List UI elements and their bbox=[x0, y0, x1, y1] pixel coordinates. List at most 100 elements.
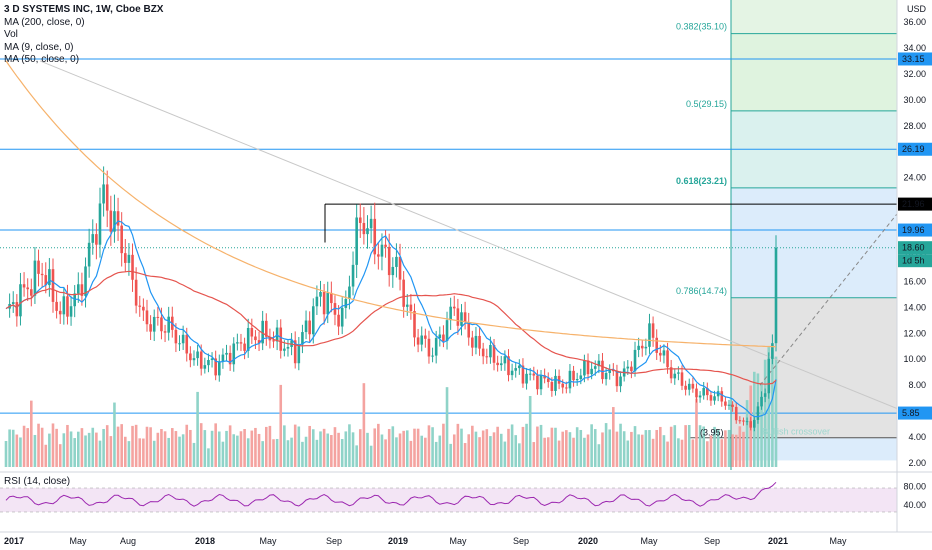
candle-body bbox=[189, 353, 192, 361]
volume-bar bbox=[774, 356, 778, 467]
volume-bar bbox=[398, 433, 402, 467]
candle-body bbox=[77, 284, 80, 294]
volume-bar bbox=[677, 438, 680, 467]
candle-body bbox=[677, 372, 680, 374]
volume-bar bbox=[503, 441, 507, 467]
low-annotation: (3.95) bbox=[700, 428, 724, 438]
legend-ma50[interactable]: MA (50, close, 0) bbox=[4, 54, 80, 65]
candle-body bbox=[767, 358, 771, 394]
candle-body bbox=[322, 292, 326, 315]
candle-body bbox=[601, 360, 604, 380]
candle-body bbox=[167, 316, 170, 333]
volume-bar bbox=[771, 350, 774, 467]
legend-ma9[interactable]: MA (9, close, 0) bbox=[4, 41, 74, 53]
volume-bar bbox=[344, 431, 348, 467]
volume-bar bbox=[26, 428, 29, 467]
crossover-annotation: Bullish crossover bbox=[762, 426, 830, 436]
candle-body bbox=[315, 296, 319, 307]
candle-body bbox=[413, 311, 416, 338]
candle-body bbox=[196, 351, 199, 359]
projection-line bbox=[759, 213, 898, 386]
candle-body bbox=[330, 292, 333, 304]
volume-bar bbox=[366, 432, 369, 467]
legend-vol[interactable]: Vol bbox=[4, 29, 18, 40]
volume-bar bbox=[138, 438, 142, 467]
volume-bar bbox=[727, 429, 731, 467]
candle-body bbox=[416, 337, 420, 345]
volume-bar bbox=[449, 443, 452, 467]
volume-bar bbox=[203, 430, 207, 467]
candle-body bbox=[420, 335, 424, 345]
candle-body bbox=[11, 302, 15, 304]
volume-bar bbox=[340, 439, 344, 467]
volume-bar bbox=[44, 444, 48, 467]
price-badge-label: 1d 5h bbox=[902, 256, 925, 266]
volume-bar bbox=[427, 425, 431, 467]
volume-bar bbox=[283, 425, 286, 467]
candle-body bbox=[763, 393, 767, 397]
candle-body bbox=[134, 279, 138, 306]
legend-ma200[interactable]: MA (200, close, 0) bbox=[4, 16, 85, 28]
candle-body bbox=[30, 289, 33, 296]
moving-averages bbox=[5, 60, 777, 418]
candle-body bbox=[344, 299, 348, 308]
time-tick-label: Sep bbox=[513, 536, 529, 546]
candle-body bbox=[308, 320, 311, 335]
time-axis[interactable]: 2017 May Aug 2018 May Sep 2019 May Sep 2020 May Sep… bbox=[4, 536, 847, 546]
candle-body bbox=[272, 340, 275, 342]
volume-bar bbox=[691, 439, 695, 467]
volume-bar bbox=[275, 438, 279, 467]
volume-bar bbox=[738, 426, 742, 467]
volume-bar bbox=[496, 426, 499, 467]
candle-body bbox=[604, 372, 608, 380]
candle-body bbox=[583, 360, 586, 376]
volume-bar bbox=[181, 434, 185, 467]
candle-body bbox=[178, 343, 181, 345]
candle-body bbox=[608, 370, 612, 373]
candle-body bbox=[734, 406, 738, 421]
time-tick-label: Sep bbox=[704, 536, 720, 546]
candle-body bbox=[44, 275, 48, 286]
candle-body bbox=[279, 327, 283, 351]
volume-bar bbox=[30, 400, 33, 467]
price-badge-label: 26.19 bbox=[902, 144, 925, 154]
volume-bar bbox=[467, 434, 471, 467]
volume-bar bbox=[593, 429, 597, 467]
volume-bar bbox=[546, 437, 550, 467]
symbol-title[interactable]: 3 D SYSTEMS INC, 1W, Cboe BZX bbox=[4, 4, 164, 15]
volume-bar bbox=[228, 425, 232, 467]
volume-bar bbox=[225, 430, 228, 467]
volume-bar bbox=[402, 430, 405, 467]
volume-bar bbox=[120, 424, 123, 467]
volume-bar bbox=[167, 437, 170, 467]
candle-body bbox=[250, 327, 254, 337]
candle-body bbox=[236, 342, 239, 344]
volume-bar bbox=[58, 444, 62, 467]
rsi-legend[interactable]: RSI (14, close) bbox=[4, 476, 71, 487]
candle-body bbox=[380, 244, 384, 257]
candle-body bbox=[518, 365, 521, 369]
volume-bar bbox=[358, 429, 362, 467]
candle-body bbox=[727, 404, 731, 406]
candle-body bbox=[351, 264, 355, 287]
price-axis[interactable]: 36.0034.0032.0030.0028.0026.0024.0022.00… bbox=[896, 0, 932, 532]
candle-body bbox=[467, 321, 471, 338]
volume-bar bbox=[680, 439, 684, 467]
volume-bar bbox=[695, 398, 698, 467]
volume-bar bbox=[77, 431, 80, 467]
candle-body bbox=[561, 383, 565, 388]
volume-bar bbox=[268, 425, 272, 467]
volume-bar bbox=[644, 430, 648, 467]
candle-body bbox=[127, 254, 131, 263]
horizontal-levels bbox=[0, 58, 897, 439]
volume-bar bbox=[315, 439, 319, 467]
candle-body bbox=[669, 367, 673, 379]
volume-bar bbox=[113, 402, 116, 467]
candle-body bbox=[615, 370, 619, 387]
volume-bar bbox=[152, 440, 156, 467]
candle-body bbox=[84, 266, 87, 296]
volume-bar bbox=[214, 423, 217, 467]
candle-body bbox=[503, 356, 507, 364]
volume-bar bbox=[62, 433, 66, 467]
